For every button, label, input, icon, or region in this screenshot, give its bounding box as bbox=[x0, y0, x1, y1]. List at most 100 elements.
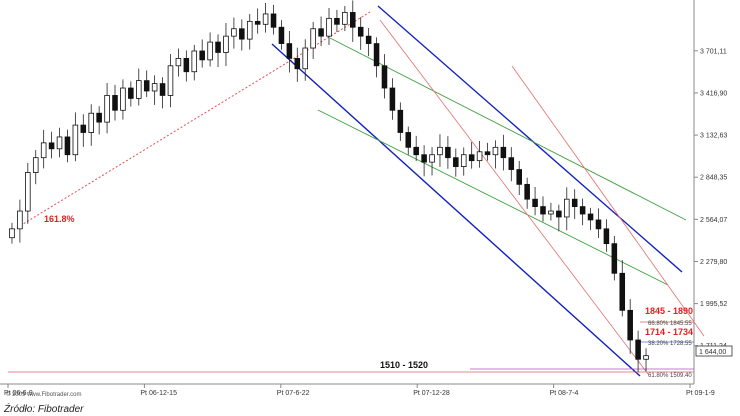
candle-down bbox=[571, 198, 578, 207]
y-tick-label: 1 995,52 bbox=[700, 301, 727, 308]
candle-down bbox=[635, 339, 641, 360]
candle-up bbox=[262, 13, 269, 25]
candle-down bbox=[556, 210, 562, 218]
candle-up bbox=[175, 57, 182, 67]
red-line-1 bbox=[379, 19, 649, 375]
candle-down bbox=[48, 142, 55, 150]
candle-up bbox=[492, 146, 499, 156]
fib-small-1: 66.80% 1845.55 bbox=[648, 321, 692, 327]
trend-lines bbox=[8, 5, 705, 377]
box1-label: 1845 - 1890 bbox=[645, 306, 693, 316]
candle-up bbox=[135, 80, 142, 99]
fib-small-3: 61.80% 1509.40 bbox=[648, 373, 692, 379]
candle-down bbox=[254, 20, 261, 25]
candle-down bbox=[294, 57, 301, 70]
candle-up bbox=[437, 146, 443, 156]
blue-channel-upper bbox=[377, 5, 683, 273]
candle-down bbox=[468, 154, 475, 162]
candle-up bbox=[643, 355, 649, 360]
candle-down bbox=[373, 43, 380, 67]
x-tick-label: Pt 07-6-22 bbox=[277, 390, 310, 397]
y-tick-label: 2 279,80 bbox=[700, 259, 727, 266]
candle-down bbox=[397, 109, 404, 133]
candle-down bbox=[516, 169, 522, 185]
candle-down bbox=[112, 95, 118, 111]
candle-down bbox=[357, 26, 364, 37]
green-channel-lower bbox=[317, 109, 669, 286]
copyright: © 2009 www.Fibotrader.com bbox=[6, 392, 82, 398]
candle-up bbox=[548, 210, 554, 215]
y-tick-label: 2 848,35 bbox=[700, 175, 727, 182]
candle-up bbox=[429, 154, 435, 163]
candle-down bbox=[96, 112, 102, 123]
candle-down bbox=[540, 206, 546, 215]
candle-down bbox=[365, 35, 372, 44]
x-tick-label: Pt 09-1-9 bbox=[686, 390, 715, 397]
candle-down bbox=[595, 219, 602, 230]
green-channel-upper bbox=[329, 37, 687, 221]
x-tick-label: Pt 06-6-9 bbox=[4, 390, 33, 397]
candle-up bbox=[9, 228, 15, 239]
candle-up bbox=[207, 41, 213, 61]
candle-down bbox=[278, 26, 285, 44]
candle-up bbox=[167, 65, 174, 96]
candle-up bbox=[564, 198, 570, 218]
candle-down bbox=[215, 41, 221, 53]
candle-down bbox=[334, 17, 340, 25]
candle-up bbox=[310, 28, 316, 49]
candle-up bbox=[120, 87, 126, 111]
candle-down bbox=[389, 87, 396, 111]
candle-down bbox=[318, 28, 324, 37]
candle-up bbox=[56, 136, 63, 150]
red-line-2 bbox=[511, 65, 705, 337]
x-tick-label: Pt 06-12-15 bbox=[140, 390, 177, 397]
candle-down bbox=[603, 228, 610, 245]
y-tick-label: 3 701,11 bbox=[700, 48, 727, 55]
candle-up bbox=[302, 47, 309, 70]
candles bbox=[9, 0, 649, 373]
x-tick-label: Pt 07-12-28 bbox=[413, 390, 450, 397]
candle-down bbox=[239, 28, 245, 40]
candle-down bbox=[143, 80, 150, 92]
candle-down bbox=[627, 309, 633, 341]
candle-down bbox=[199, 50, 205, 61]
fib-small-2: 38.20% 1728.55 bbox=[648, 341, 692, 347]
candle-down bbox=[381, 65, 388, 89]
candle-up bbox=[342, 12, 348, 25]
candle-up bbox=[223, 35, 229, 53]
candle-down bbox=[508, 157, 515, 170]
candle-down bbox=[270, 13, 277, 28]
candle-down bbox=[64, 136, 71, 156]
candle-up bbox=[326, 17, 332, 37]
candle-down bbox=[611, 243, 618, 274]
candle-down bbox=[500, 146, 507, 159]
candle-down bbox=[453, 157, 459, 167]
fib-label: 161.8% bbox=[44, 214, 75, 224]
candle-up bbox=[25, 172, 31, 212]
x-axis-ticks: Pt 06-6-9 Pt 06-12-15 Pt 07-6-22 Pt 07-12-2… bbox=[4, 384, 715, 397]
candle-down bbox=[183, 57, 190, 73]
x-tick-label: Pt 08-7-4 bbox=[550, 390, 579, 397]
candle-up bbox=[460, 154, 467, 167]
candle-up bbox=[72, 124, 79, 156]
candle-down bbox=[405, 132, 412, 148]
candle-down bbox=[159, 83, 166, 96]
last-value-box bbox=[695, 345, 733, 357]
candle-up bbox=[40, 142, 47, 159]
candle-up bbox=[104, 95, 110, 123]
candle-down bbox=[524, 183, 530, 200]
candle-down bbox=[484, 151, 491, 156]
candle-up bbox=[476, 151, 483, 162]
candle-down bbox=[80, 124, 87, 133]
candle-down bbox=[445, 146, 451, 159]
candle-up bbox=[151, 83, 158, 92]
y-tick-label: 3 416,90 bbox=[700, 90, 727, 97]
y-tick-label: 2 564,07 bbox=[700, 217, 727, 224]
candle-down bbox=[619, 272, 626, 311]
source-caption: Źródło: Fibotrader bbox=[4, 404, 84, 415]
candle-down bbox=[413, 146, 419, 156]
candle-up bbox=[191, 50, 198, 73]
box2-label: 1714 - 1734 bbox=[645, 327, 693, 337]
candle-up bbox=[246, 20, 253, 40]
